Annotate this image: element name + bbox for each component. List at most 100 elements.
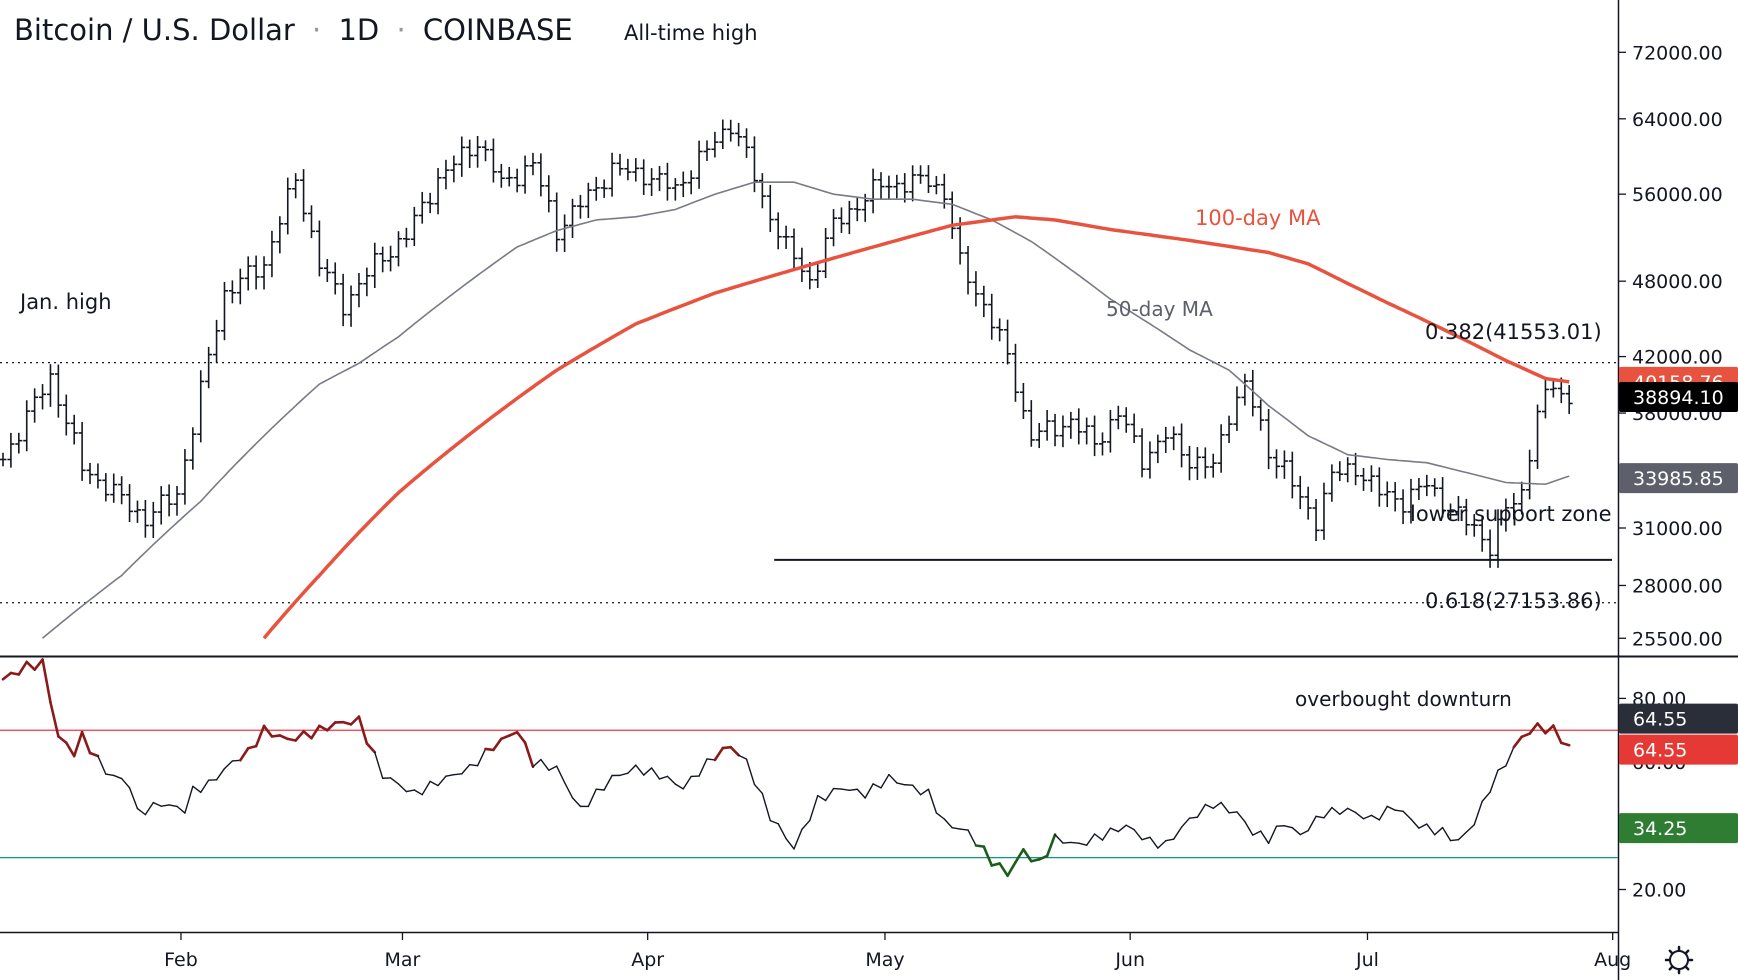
ohlc-bar <box>236 268 244 305</box>
rsi-segment <box>1528 722 1539 736</box>
ohlc-bar <box>482 140 490 162</box>
price-tick-label: 31000.00 <box>1632 518 1723 540</box>
ohlc-bar <box>948 191 956 239</box>
gear-icon[interactable] <box>1664 945 1694 975</box>
ohlc-bar <box>1288 451 1296 499</box>
rsi-segment <box>1473 800 1483 826</box>
rsi-segment <box>801 819 811 831</box>
ohlc-bar <box>228 280 236 304</box>
ohlc-bar <box>569 198 577 238</box>
ohlc-bar <box>1146 441 1154 479</box>
ohlc-bar <box>173 485 181 516</box>
ohlc-bar <box>54 364 62 418</box>
rsi-segment <box>1536 722 1547 735</box>
ohlc-bar <box>133 500 141 523</box>
ohlc-bar <box>822 228 830 279</box>
rsi-segment <box>1386 805 1396 811</box>
support-label: lower support zone <box>1410 502 1612 526</box>
ohlc-bar <box>489 138 497 183</box>
rsi-segment <box>824 787 835 802</box>
rsi-segment <box>919 788 930 796</box>
time-tick-label: Jul <box>1355 949 1379 971</box>
ohlc-bar <box>141 499 149 538</box>
ohlc-bar <box>608 152 616 197</box>
ma50-line <box>41 181 1570 639</box>
rsi-segment <box>832 787 843 790</box>
rsi-segment <box>192 785 202 794</box>
rsi-segment <box>1426 823 1436 836</box>
ohlc-bar <box>1312 498 1320 541</box>
rsi-segment <box>1188 816 1199 819</box>
rsi-segment <box>1125 824 1135 831</box>
ohlc-bar <box>466 139 474 169</box>
time-axis[interactable]: Feb Mar Apr May Jun Jul Aug <box>164 932 1631 971</box>
ohlc-bar <box>1004 319 1012 365</box>
ohlc-bar <box>521 155 529 194</box>
price-tick-label: 28000.00 <box>1632 575 1723 597</box>
rsi-segment <box>1434 826 1444 836</box>
ohlc-bar <box>1257 399 1265 431</box>
rsi-segment <box>935 812 945 820</box>
rsi-segment <box>1157 840 1167 849</box>
title-symbol: Bitcoin / U.S. Dollar <box>14 13 295 47</box>
ohlc-bar <box>1273 449 1281 479</box>
ma50-label: 50-day MA <box>1106 297 1213 321</box>
rsi-segment <box>682 775 692 790</box>
rsi-segment <box>1093 833 1104 841</box>
rsi-segment <box>88 751 100 758</box>
rsi-segment <box>563 781 574 799</box>
ohlc-bar <box>62 394 70 436</box>
rsi-segment <box>515 730 527 744</box>
rsi-segment <box>911 784 922 796</box>
rsi-segment <box>445 773 455 777</box>
rsi-segment <box>1489 769 1499 793</box>
rsi-segment <box>168 804 178 808</box>
rsi-segment <box>1291 826 1301 836</box>
ohlc-bar <box>853 197 861 222</box>
ohlc-bar <box>711 131 719 158</box>
ohlc-bar <box>924 165 932 194</box>
rsi-segment <box>278 734 290 741</box>
ohlc-bar <box>561 214 569 253</box>
ohlc-bar <box>300 169 308 222</box>
rsi-segment <box>1512 735 1524 749</box>
ohlc-bar <box>837 207 845 233</box>
rsi-segment <box>1054 833 1064 844</box>
rsi-segment <box>1196 803 1207 818</box>
rsi-segment <box>302 730 313 740</box>
ohlc-bar <box>980 285 988 318</box>
rsi-segment <box>1497 765 1507 771</box>
rsi-lower-badge: 34.25 <box>1619 813 1738 844</box>
ohlc-bar <box>1502 498 1510 532</box>
rsi-segment <box>1544 724 1555 735</box>
rsi-segment <box>507 730 519 737</box>
ohlc-bar <box>600 179 608 198</box>
ohlc-bar <box>1296 475 1304 510</box>
rsi-segment <box>1457 831 1468 841</box>
rsi-segment <box>105 773 115 777</box>
rsi-segment <box>658 775 669 780</box>
ohlc-bar <box>782 225 790 249</box>
ohlc-bar <box>102 473 110 502</box>
rsi-segment <box>1085 833 1096 846</box>
rsi-segment <box>1204 803 1214 809</box>
rsi-segment <box>413 789 423 796</box>
rsi-segment <box>1180 817 1191 828</box>
ohlc-bar <box>1478 515 1486 552</box>
title-sep-1: · <box>312 13 321 47</box>
ohlc-bar <box>402 227 410 248</box>
ohlc-bar <box>78 421 86 481</box>
rsi-segment <box>468 763 479 767</box>
rsi-segment <box>1394 809 1404 812</box>
price-tick-label: 72000.00 <box>1632 42 1723 64</box>
ohlc-bar <box>1019 382 1027 420</box>
ohlc-bar <box>640 159 648 196</box>
ohlc-bar <box>284 177 292 235</box>
ohlc-bar <box>442 159 450 190</box>
ohlc-bar <box>1106 409 1114 453</box>
rsi-segment <box>405 789 416 793</box>
svg-text:64.55: 64.55 <box>1633 709 1687 731</box>
ohlc-bar <box>31 388 39 423</box>
rsi-segment <box>713 746 725 762</box>
